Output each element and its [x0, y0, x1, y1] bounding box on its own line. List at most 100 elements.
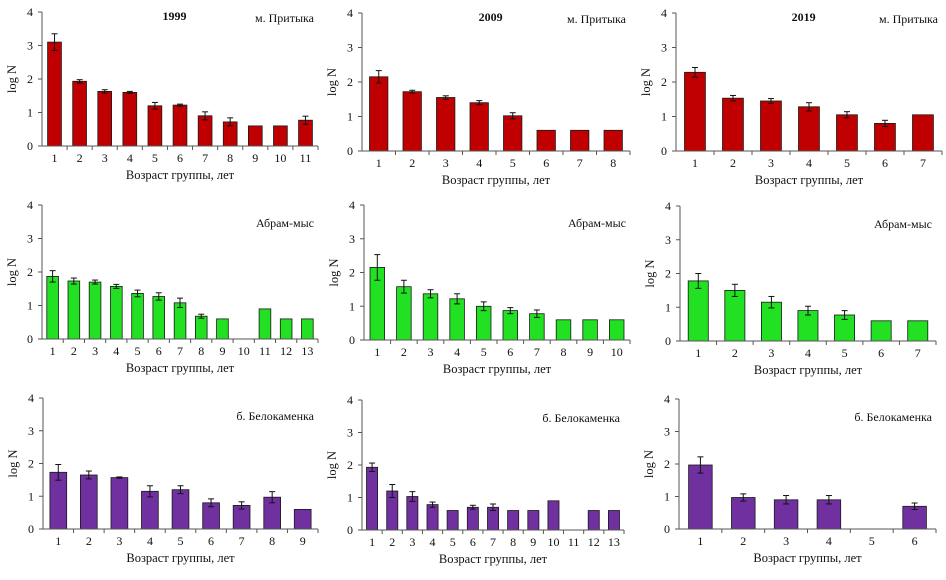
error-bar [389, 484, 396, 498]
y-tick-label: 1 [664, 490, 670, 504]
x-tick-label: 4 [147, 534, 153, 548]
error-bar [490, 503, 496, 511]
error-bar [844, 111, 850, 119]
y-tick-label: 2 [27, 265, 33, 279]
x-tick-label: 6 [912, 534, 918, 548]
x-tick-label: 5 [481, 345, 487, 359]
y-axis-title: log N [327, 258, 341, 286]
bar [907, 320, 929, 342]
error-bar [768, 98, 774, 104]
error-bar [768, 295, 775, 309]
y-axis-title: log N [642, 450, 656, 478]
error-bar [85, 470, 92, 480]
bar [131, 292, 144, 340]
x-tick-label: 8 [510, 535, 516, 549]
x-tick-label: 1 [50, 344, 56, 358]
error-bar [134, 289, 141, 298]
x-tick-label: 10 [274, 151, 286, 165]
error-bar [695, 273, 702, 289]
bar [836, 114, 858, 152]
bar [194, 315, 208, 340]
bar [449, 298, 465, 341]
x-tick-label: 9 [587, 345, 593, 359]
bar [446, 510, 459, 531]
chart-panel-2: 1 2 3 4 5 6 7 8 0 1 2 3 4 log N Возраст группы, лет 200… [325, 6, 631, 187]
error-bar [227, 117, 234, 127]
x-tick-label: 6 [208, 534, 214, 548]
bar [110, 285, 123, 340]
x-tick-label: 2 [409, 156, 415, 170]
error-bar [76, 79, 83, 84]
error-bar [374, 254, 381, 281]
bar [173, 302, 187, 340]
y-tick-label: 3 [661, 41, 667, 55]
x-tick-label: 8 [198, 344, 204, 358]
bar [110, 477, 129, 530]
error-bar [730, 94, 736, 102]
y-tick-label: 0 [28, 522, 34, 536]
bar [688, 464, 713, 530]
x-tick-label: 1 [376, 156, 382, 170]
x-tick-label: 2 [77, 151, 83, 165]
y-tick-label: 3 [347, 426, 353, 440]
y-tick-label: 2 [661, 75, 667, 89]
x-tick-label: 1 [374, 345, 380, 359]
error-bar [692, 67, 698, 78]
y-tick-label: 1 [28, 489, 34, 503]
y-tick-label: 1 [661, 110, 667, 124]
x-tick-label: 11 [300, 151, 312, 165]
y-tick-label: 1 [665, 300, 671, 314]
y-axis-title: log N [5, 258, 19, 286]
x-tick-label: 3 [92, 344, 98, 358]
x-tick-label: 7 [534, 345, 540, 359]
x-tick-label: 5 [178, 534, 184, 548]
error-bar [113, 283, 120, 289]
bar [216, 318, 229, 340]
chart-panel-6: 1 2 3 4 5 6 7 0 1 2 3 4 log N Возраст группы, лет Абра… [643, 199, 937, 377]
bar [582, 319, 598, 341]
error-bar [202, 111, 209, 121]
bar [293, 508, 312, 530]
error-bar [509, 112, 516, 120]
bar [301, 318, 314, 340]
x-tick-label: 6 [470, 535, 476, 549]
bar [609, 319, 625, 341]
x-tick-label: 6 [882, 156, 888, 170]
x-tick-label: 7 [202, 151, 208, 165]
y-tick-label: 3 [349, 232, 355, 246]
bar [912, 114, 934, 152]
bar [547, 500, 560, 531]
error-bar [369, 462, 376, 472]
y-tick-label: 1 [347, 110, 353, 124]
x-tick-label: 5 [510, 156, 516, 170]
x-tick-label: 1 [695, 346, 701, 360]
x-tick-label: 4 [113, 344, 119, 358]
error-bar [208, 498, 215, 508]
error-bar [70, 277, 77, 285]
chart-panel-5: 1 2 3 4 5 6 7 8 9 10 0 1 2 3 4 log N Возраст группы, лет… [327, 198, 631, 376]
x-tick-label: 3 [768, 346, 774, 360]
x-tick-label: 5 [842, 346, 848, 360]
y-tick-label: 4 [347, 393, 353, 407]
x-tick-label: 5 [450, 535, 456, 549]
x-tick-label: 8 [561, 345, 567, 359]
x-tick-label: 3 [102, 151, 108, 165]
error-bar [198, 313, 205, 319]
x-tick-label: 6 [878, 346, 884, 360]
bar [422, 293, 439, 341]
bar [603, 129, 623, 152]
x-tick-label: 7 [177, 344, 183, 358]
y-tick-label: 2 [27, 72, 33, 86]
chart-year-title: 2009 [479, 10, 503, 24]
error-bar [177, 103, 183, 107]
error-bar [806, 102, 812, 112]
x-tick-label: 7 [920, 156, 926, 170]
bar [436, 97, 456, 152]
y-tick-label: 1 [27, 299, 33, 313]
x-tick-label: 4 [476, 156, 482, 170]
bar [172, 104, 188, 147]
error-bar [427, 289, 434, 299]
y-tick-label: 4 [349, 198, 355, 212]
error-bar [731, 283, 738, 297]
